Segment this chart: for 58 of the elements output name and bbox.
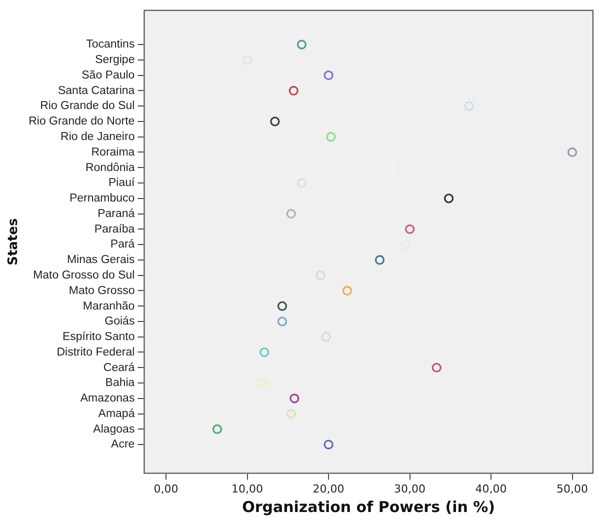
y-tick-label: São Paulo [82, 69, 135, 82]
point [567, 147, 578, 158]
y-tick-label: Paraíba [94, 223, 136, 236]
point [324, 70, 334, 80]
y-tick-label: Alagoas [93, 423, 135, 436]
y-tick-label: Bahia [105, 377, 136, 390]
y-tick-label: Roraima [91, 146, 136, 158]
y-axis-title: States [6, 218, 22, 266]
y-tick-label: Acre [111, 438, 135, 451]
point [342, 286, 352, 296]
y-tick-label: Ceará [103, 362, 136, 374]
point [464, 101, 474, 111]
point [257, 378, 267, 388]
x-axis-title: Organization of Powers (in %) [242, 498, 496, 516]
y-tick-label: Rio de Janeiro [60, 131, 135, 144]
point [270, 116, 280, 126]
y-tick-label: Tocantins [86, 38, 135, 51]
x-tick-label: 10,00 [232, 482, 264, 496]
point [432, 362, 442, 372]
y-tick-label: Mato Grosso do Sul [33, 269, 135, 282]
y-tick-label: Mato Grosso [68, 284, 135, 297]
y-tick-label: Pernambuco [69, 192, 135, 205]
y-tick-label: Rio Grande do Sul [40, 100, 135, 112]
y-tick-label: Maranhão [82, 300, 135, 312]
point [316, 270, 326, 280]
point [374, 255, 385, 265]
point [326, 132, 336, 142]
point [324, 440, 334, 450]
x-tick-label: 50,00 [556, 482, 588, 496]
x-tick-label: 30,00 [394, 482, 426, 496]
y-tick-label: Rio Grande do Norte [28, 116, 135, 128]
point [288, 86, 298, 96]
point [321, 332, 331, 342]
point [286, 208, 296, 219]
y-tick-label: Rondônia [85, 162, 136, 174]
y-tick-label: Espírito Santo [62, 331, 135, 344]
point [260, 347, 270, 358]
y-tick-label: Paraná [98, 208, 136, 220]
y-tick-label: Amapá [98, 408, 136, 420]
y-tick-label: Sergipe [95, 54, 135, 66]
x-tick-label: 40,00 [475, 482, 507, 496]
y-tick-label: Goiás [104, 316, 135, 328]
y-tick-label: Amazonas [80, 392, 135, 405]
y-tick-label: Minas Gerais [66, 254, 135, 266]
point [212, 424, 222, 434]
point [444, 194, 454, 204]
point [277, 316, 288, 326]
y-tick-label: Distrito Federal [56, 346, 135, 358]
y-tick-label: Piauí [108, 177, 136, 190]
y-tick-label: Pará [110, 238, 136, 251]
point [290, 394, 300, 404]
point [286, 408, 296, 419]
x-tick-label: 20,00 [312, 482, 344, 496]
point [404, 224, 415, 234]
point [296, 40, 307, 50]
y-tick-label: Santa Catarina [58, 84, 136, 97]
x-tick-label: 0,00 [154, 482, 178, 496]
point [277, 301, 288, 311]
